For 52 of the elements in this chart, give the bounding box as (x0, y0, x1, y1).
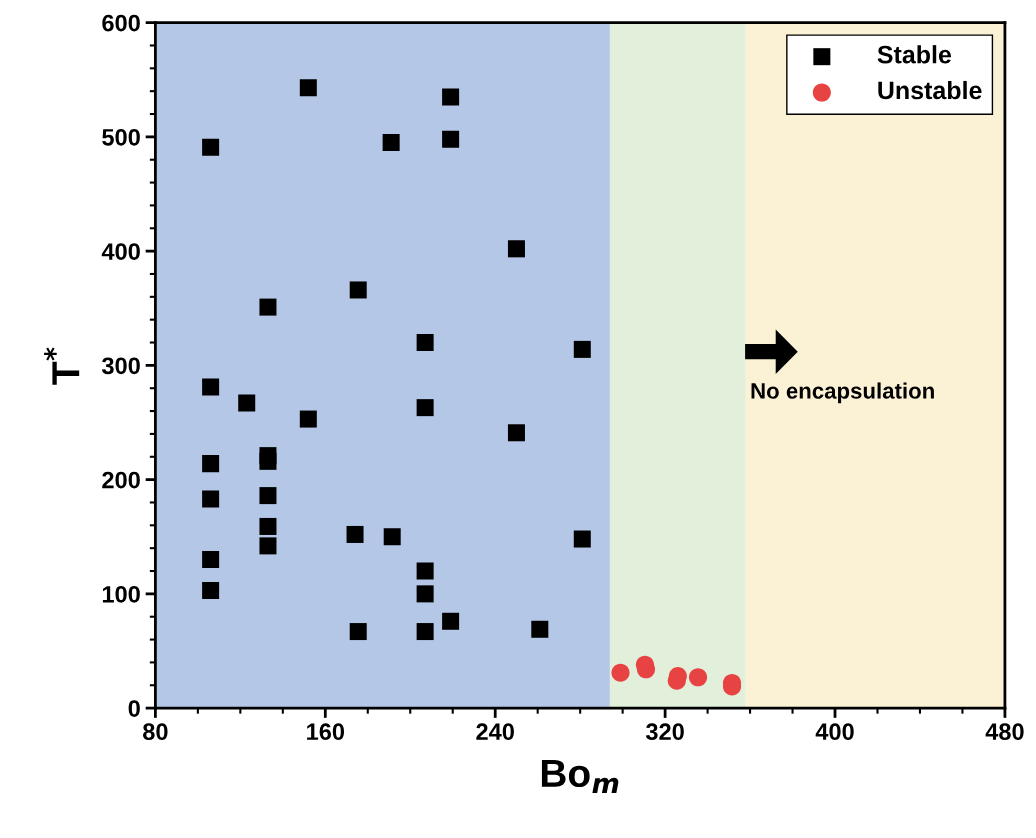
point (202, 551, 220, 569)
point (688, 668, 708, 687)
point (346, 525, 364, 543)
point (259, 537, 277, 555)
point (202, 581, 220, 599)
point (383, 528, 401, 546)
y-tick-label: 200 (102, 471, 140, 489)
point (259, 298, 277, 316)
point (299, 79, 317, 97)
x-tick-label: 400 (815, 723, 854, 741)
point (349, 623, 367, 641)
point (202, 455, 220, 473)
point (416, 585, 434, 603)
y-axis-title: T$^{*}$ (44, 347, 80, 385)
legend-label: Unstable (878, 80, 982, 100)
point (507, 240, 525, 258)
point (416, 399, 434, 417)
point (202, 138, 220, 156)
point (416, 623, 434, 641)
point (259, 517, 277, 535)
y-tick-label: 0 (128, 700, 140, 717)
x-tick-label: 80 (143, 723, 168, 741)
x-tick-label: 160 (307, 723, 345, 741)
y-tick-label: 500 (102, 128, 140, 146)
point (202, 490, 220, 508)
point (442, 612, 460, 630)
point (442, 88, 460, 106)
point (442, 130, 460, 148)
point (238, 394, 256, 412)
point (573, 530, 591, 548)
point (259, 487, 277, 505)
legend-label: Stable (877, 45, 952, 64)
point (259, 452, 277, 470)
x-tick-label: 320 (645, 723, 684, 741)
annotation: No encapsulation (751, 382, 934, 404)
point (382, 134, 400, 152)
x-tick-label: 480 (985, 723, 1024, 741)
y-tick-label: 300 (101, 357, 140, 375)
point (416, 334, 434, 352)
x-tick-label: 240 (476, 723, 514, 741)
point (416, 562, 434, 580)
y-tick-label: 100 (102, 585, 140, 603)
y-tick-label: 400 (101, 243, 140, 260)
point (611, 663, 630, 682)
point (573, 340, 591, 358)
point (349, 281, 367, 299)
y-tick-label: 600 (102, 14, 140, 32)
point (507, 424, 525, 442)
point (202, 378, 220, 396)
x-axis-title: Bo$_{m}$ (541, 759, 619, 794)
point (531, 620, 549, 638)
point (299, 410, 317, 428)
